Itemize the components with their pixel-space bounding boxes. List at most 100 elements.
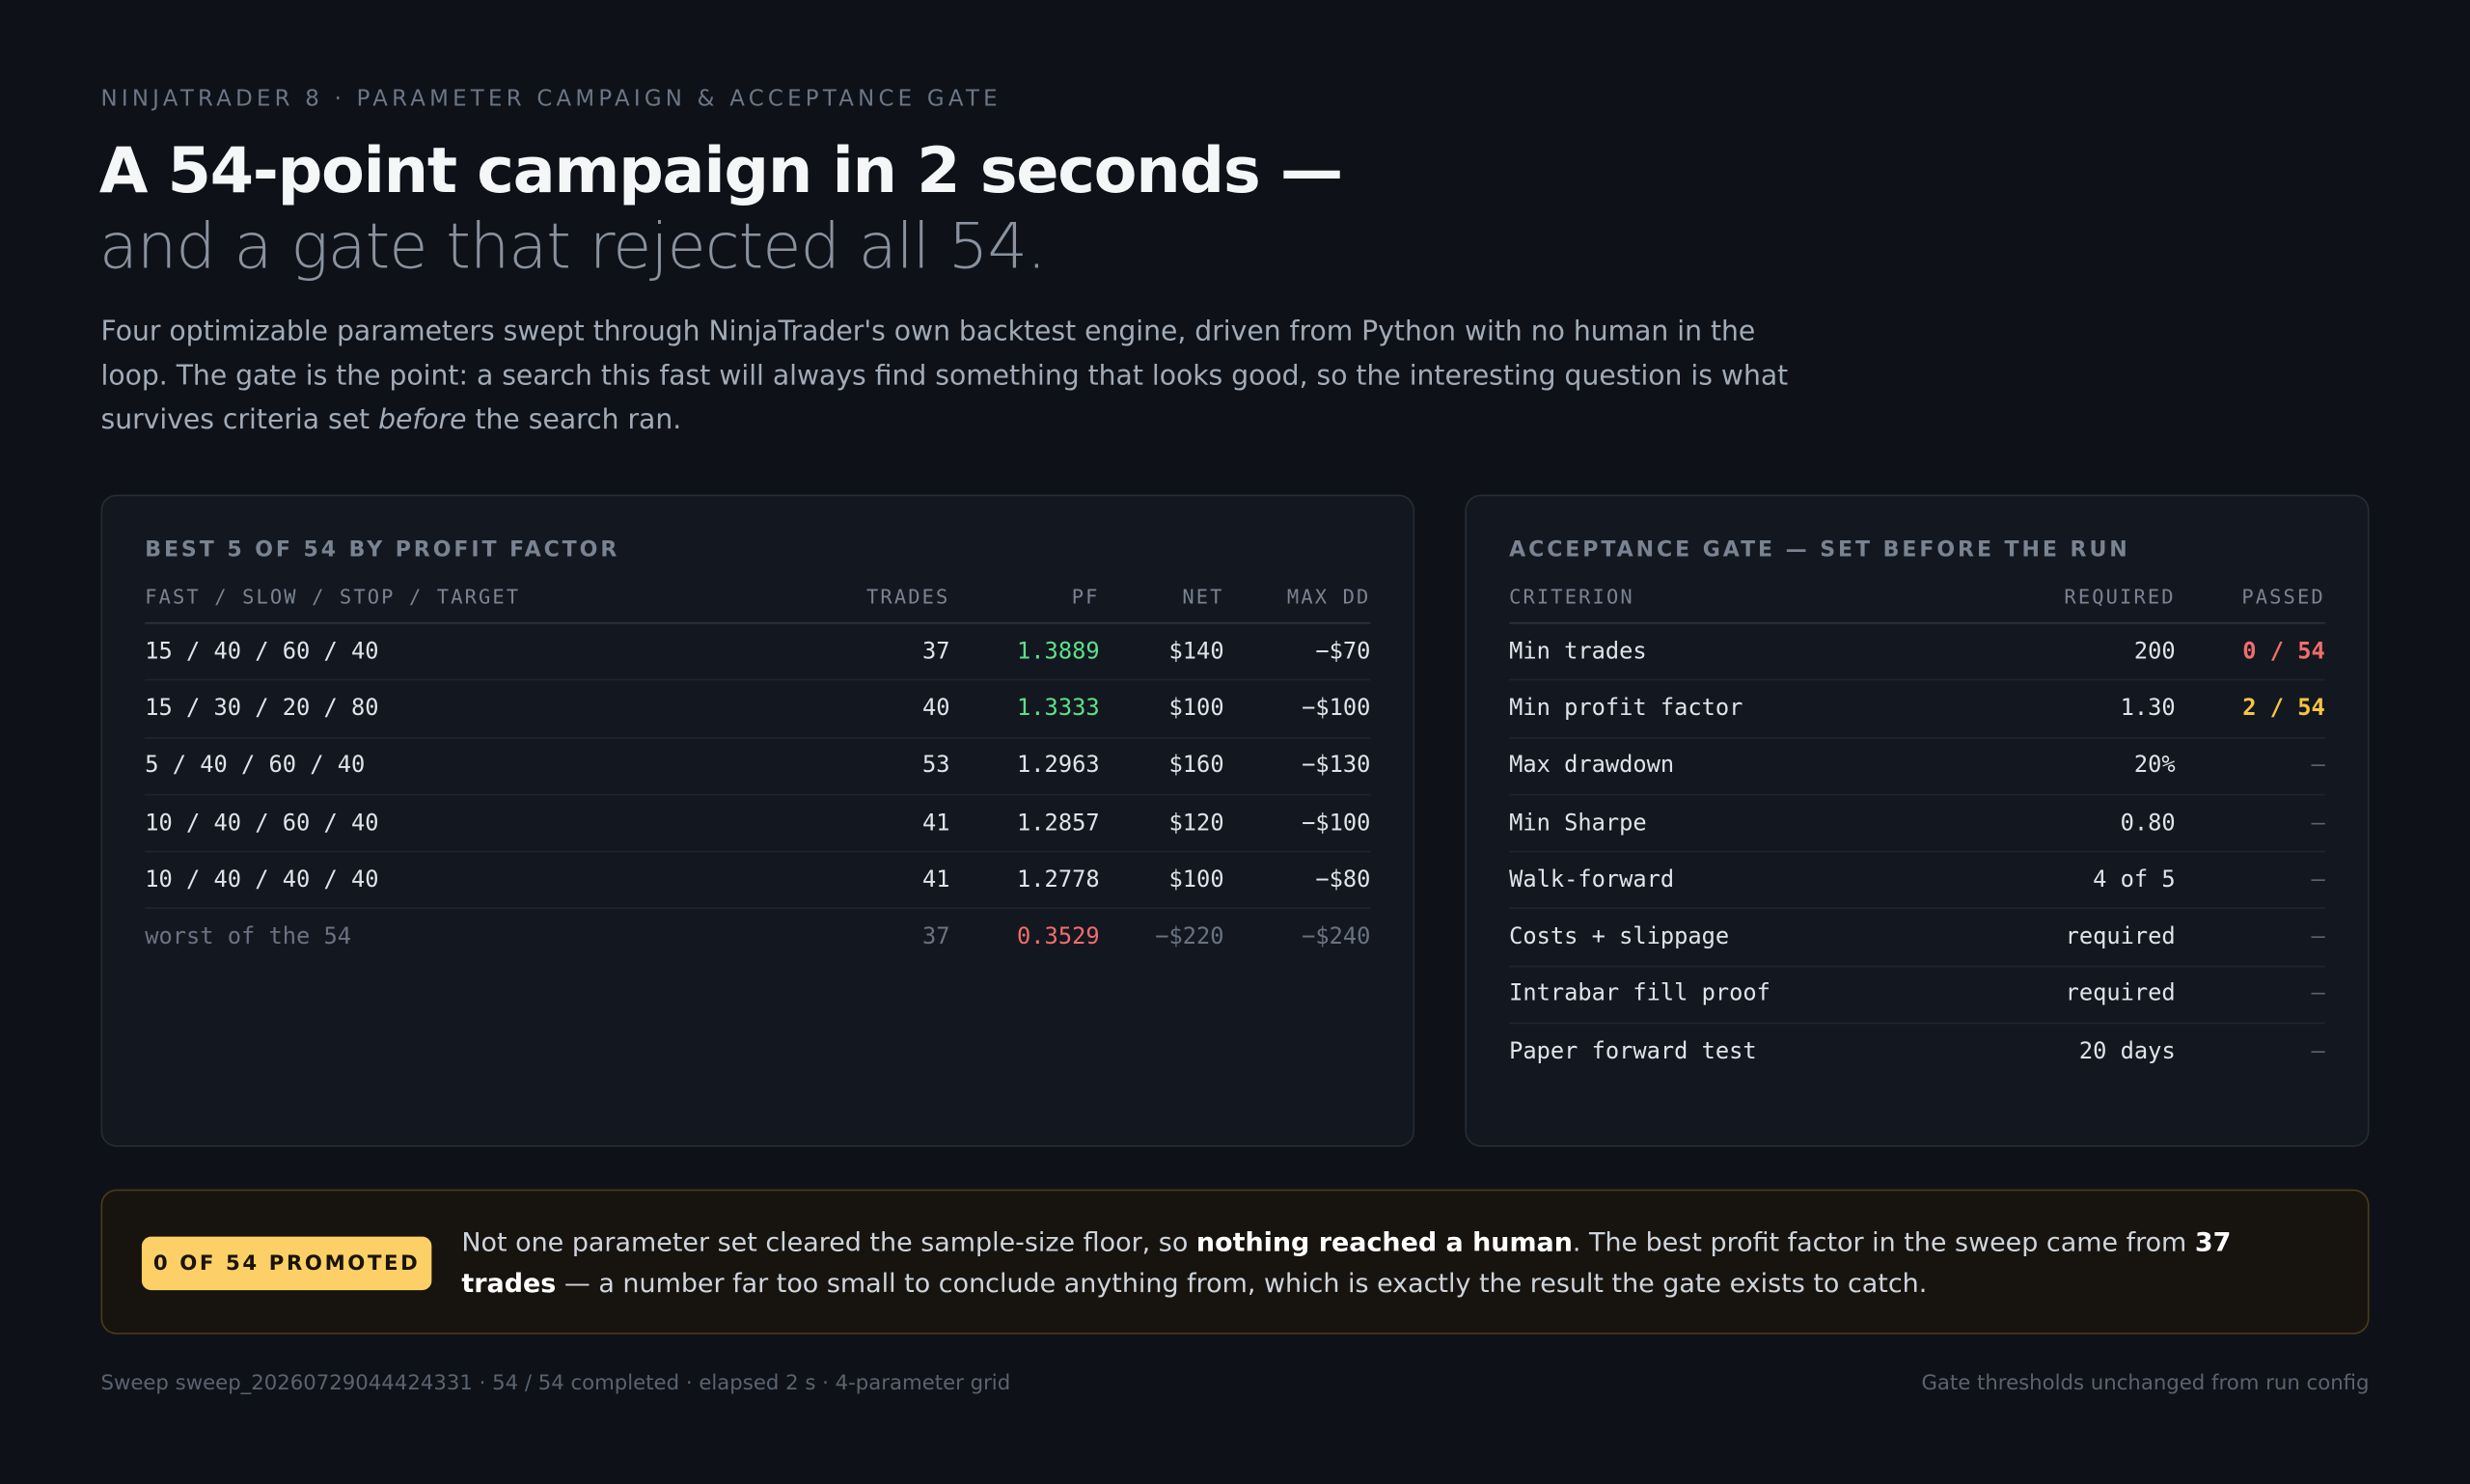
column-header: CRITERION bbox=[1509, 584, 1939, 624]
subtitle: and a gate that rejected all 54. bbox=[98, 210, 1047, 284]
table-cell: Paper forward test bbox=[1509, 1039, 1757, 1065]
table-cell: Min trades bbox=[1509, 622, 1939, 681]
results-panel: BEST 5 OF 54 BY PROFIT FACTOR FAST / SLO… bbox=[100, 494, 1415, 1147]
table-cell: 20% bbox=[1938, 737, 2176, 796]
table-cell: 1.2963 bbox=[949, 737, 1100, 796]
column-header: NET bbox=[1099, 584, 1224, 624]
table-cell: 0.80 bbox=[1938, 794, 2176, 853]
table-cell: Max drawdown bbox=[1509, 737, 1939, 796]
panel-title: BEST 5 OF 54 BY PROFIT FACTOR bbox=[145, 536, 620, 563]
table-cell: −$100 bbox=[1223, 794, 1371, 853]
panel-title: ACCEPTANCE GATE — SET BEFORE THE RUN bbox=[1509, 536, 2130, 563]
table-cell: Min profit factor bbox=[1509, 679, 1939, 739]
eyebrow: NINJATRADER 8 · PARAMETER CAMPAIGN & ACC… bbox=[100, 86, 1002, 112]
table-cell: 10 / 40 / 40 / 40 bbox=[145, 851, 809, 910]
table-cell: worst of the 54 bbox=[145, 924, 352, 950]
table-row: Walk-forward 4 of 5— bbox=[1509, 851, 2325, 910]
badge: 0 OF 54 PROMOTED bbox=[141, 1236, 432, 1291]
table-row: 10 / 40 / 40 / 40 41 1.2778 $100 −$80 bbox=[145, 851, 1371, 910]
table-cell: required bbox=[1938, 966, 2176, 1025]
table-cell: — bbox=[2311, 1039, 2325, 1065]
table-cell: — bbox=[2175, 737, 2325, 796]
column-header: REQUIRED bbox=[1938, 584, 2176, 624]
table-cell: Costs + slippage bbox=[1509, 909, 1939, 968]
table-row: Min trades 200 0 / 54 bbox=[1509, 622, 2325, 681]
table-cell: 4 of 5 bbox=[1938, 851, 2176, 910]
table-cell: $140 bbox=[1099, 622, 1224, 681]
table-body: Min trades 200 0 / 54 Min profit factor 1.30… bbox=[1509, 622, 2325, 1080]
table-cell: 10 / 40 / 60 / 40 bbox=[145, 794, 809, 853]
title: A 54-point campaign in 2 seconds — bbox=[98, 135, 1343, 208]
table-cell: 37 bbox=[921, 924, 950, 950]
table-row: Max drawdown 20% — bbox=[1509, 737, 2325, 796]
text: Not one parameter set cleared the sample… bbox=[461, 1226, 1196, 1257]
column-header: PF bbox=[949, 584, 1100, 624]
table-cell: 15 / 30 / 20 / 80 bbox=[145, 679, 809, 739]
table-row: Costs + slippage required — bbox=[1509, 909, 2325, 968]
header-row: FAST / SLOW / STOP / TARGET TRADES PF NET MA… bbox=[145, 584, 1371, 624]
table-cell: −$130 bbox=[1223, 737, 1371, 796]
table-cell: required bbox=[1938, 909, 2176, 968]
table-cell: Min Sharpe bbox=[1509, 794, 1939, 853]
table-cell: −$100 bbox=[1223, 679, 1371, 739]
table-row: 15 / 40 / 60 / 40 37 1.3889 $140 −$70 bbox=[145, 622, 1371, 681]
table-cell: −$240 bbox=[1302, 924, 1371, 950]
column-header: MAX DD bbox=[1223, 584, 1371, 624]
table-cell: 20 days bbox=[2078, 1039, 2176, 1065]
intro-text: the search ran. bbox=[466, 404, 682, 437]
table-cell: $120 bbox=[1099, 794, 1224, 853]
table-cell: 2 / 54 bbox=[2175, 679, 2325, 739]
table-row: 15 / 30 / 20 / 80 40 1.3333 $100 −$100 bbox=[145, 679, 1371, 739]
table-cell: −$70 bbox=[1223, 622, 1371, 681]
table-cell: Intrabar fill proof bbox=[1509, 966, 1939, 1025]
gate-table: CRITERION REQUIRED PASSED Min trades 200 0 /… bbox=[1509, 584, 2325, 1080]
table-cell: — bbox=[2175, 794, 2325, 853]
gate-panel: ACCEPTANCE GATE — SET BEFORE THE RUN CRI… bbox=[1465, 494, 2370, 1147]
table-cell: $100 bbox=[1099, 679, 1224, 739]
bold-text: nothing reached a human bbox=[1195, 1226, 1573, 1257]
table-cell: $100 bbox=[1099, 851, 1224, 910]
table-cell: — bbox=[2175, 909, 2325, 968]
table-cell: 1.3889 bbox=[949, 622, 1100, 681]
intro-text: Four optimizable parameters swept throug… bbox=[100, 316, 1789, 437]
table-row: Intrabar fill proof required — bbox=[1509, 966, 2325, 1025]
table-row: worst of the 54 37 0.3529 −$220 −$240 bbox=[145, 909, 1370, 965]
column-header: TRADES bbox=[808, 584, 950, 624]
text: . The best profit factor in the sweep ca… bbox=[1572, 1226, 2195, 1257]
table-cell: $160 bbox=[1099, 737, 1224, 796]
results-table: FAST / SLOW / STOP / TARGET TRADES PF NET MA… bbox=[145, 584, 1371, 966]
table-cell: 41 bbox=[808, 794, 950, 853]
table-cell: — bbox=[2175, 851, 2325, 910]
text: — a number far too small to conclude any… bbox=[556, 1268, 1928, 1299]
callout-text: Not one parameter set cleared the sample… bbox=[461, 1223, 2328, 1305]
table-cell: 1.2778 bbox=[949, 851, 1100, 910]
table-cell: −$80 bbox=[1223, 851, 1371, 910]
intro: Four optimizable parameters swept throug… bbox=[100, 311, 1794, 443]
table-cell: 1.2857 bbox=[949, 794, 1100, 853]
table-row: 10 / 40 / 60 / 40 41 1.2857 $120 −$100 bbox=[145, 794, 1371, 853]
table-cell: 40 bbox=[808, 679, 950, 739]
footer-left: Sweep sweep_20260729044424331 · 54 / 54 … bbox=[100, 1372, 1011, 1396]
callout: 0 OF 54 PROMOTED Not one parameter set c… bbox=[100, 1189, 2370, 1334]
table-cell: 0 / 54 bbox=[2175, 622, 2325, 681]
table-cell: 1.3333 bbox=[949, 679, 1100, 739]
table-cell: 37 bbox=[808, 622, 950, 681]
table-cell: 200 bbox=[1938, 622, 2176, 681]
table-cell: 0.3529 bbox=[1017, 924, 1100, 950]
table-cell: 1.30 bbox=[1938, 679, 2176, 739]
table-row: Paper forward test 20 days — bbox=[1509, 1024, 2325, 1080]
column-header: FAST / SLOW / STOP / TARGET bbox=[145, 584, 809, 624]
table-cell: −$220 bbox=[1155, 924, 1224, 950]
footer-right: Gate thresholds unchanged from run confi… bbox=[1921, 1372, 2370, 1396]
table-cell: — bbox=[2175, 966, 2325, 1025]
column-header: PASSED bbox=[2175, 584, 2325, 624]
table-cell: 5 / 40 / 60 / 40 bbox=[145, 737, 809, 796]
table-row: 5 / 40 / 60 / 40 53 1.2963 $160 −$130 bbox=[145, 737, 1371, 796]
intro-emphasis: before bbox=[378, 404, 467, 437]
header-row: CRITERION REQUIRED PASSED bbox=[1509, 584, 2325, 624]
table-body: 15 / 40 / 60 / 40 37 1.3889 $140 −$70 15 / 30… bbox=[145, 622, 1371, 966]
table-row: Min profit factor 1.30 2 / 54 bbox=[1509, 679, 2325, 739]
